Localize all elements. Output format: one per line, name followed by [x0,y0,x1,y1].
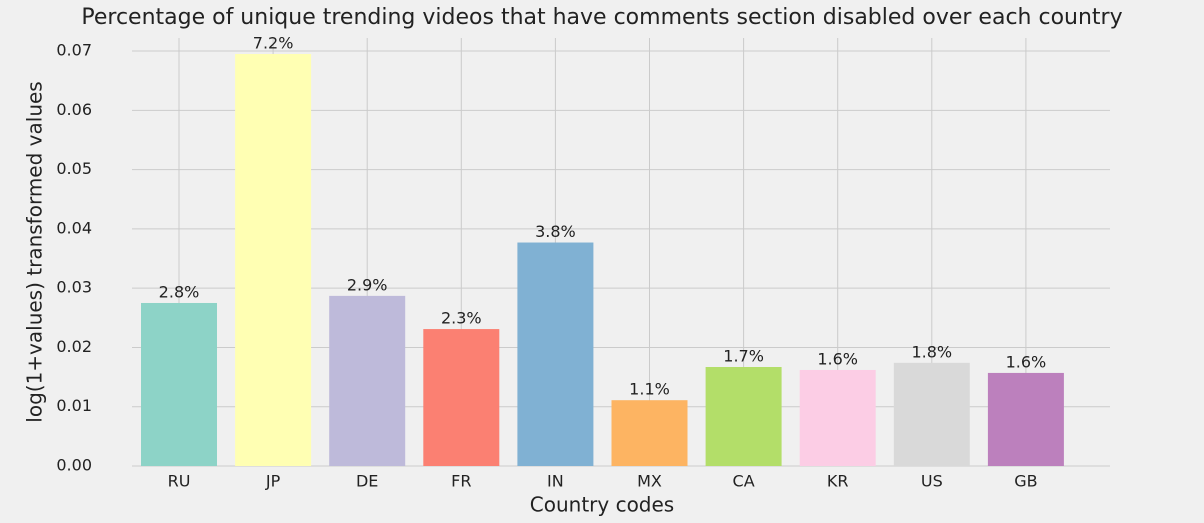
x-tick-label: GB [1014,472,1037,491]
y-axis-label: log(1+values) transformed values [23,81,47,422]
value-label: 1.7% [723,347,764,366]
value-label: 1.1% [629,380,670,399]
bar [141,302,217,466]
x-tick-label: RU [168,472,191,491]
value-label: 1.6% [1006,352,1047,371]
bar [987,372,1064,466]
bar [705,367,782,466]
bar [329,295,406,466]
value-label: 3.8% [535,222,576,241]
bar [517,242,594,466]
x-tick-label: US [921,472,943,491]
bar [611,400,688,466]
y-tick-label: 0.01 [56,396,92,415]
x-tick-label: KR [827,472,849,491]
x-axis-label: Country codes [530,493,674,517]
y-tick-label: 0.07 [56,41,92,60]
value-label: 1.8% [911,342,952,361]
chart-title: Percentage of unique trending videos tha… [81,5,1122,30]
x-tick-label: FR [451,472,471,491]
x-tick-label: CA [733,472,755,491]
bar [893,362,970,466]
y-tick-label: 0.04 [56,218,92,237]
value-label: 2.8% [159,282,200,301]
value-label: 1.6% [817,349,858,368]
value-label: 2.3% [441,309,482,328]
value-label: 7.2% [253,34,294,53]
y-tick-label: 0.00 [56,456,92,475]
x-tick-label: MX [637,472,662,491]
bar [799,369,876,466]
x-tick-label: IN [547,472,564,491]
y-tick-label: 0.06 [56,100,92,119]
y-tick-label: 0.05 [56,159,92,178]
value-label: 2.9% [347,275,388,294]
y-tick-label: 0.03 [56,278,92,297]
bars [141,54,1064,466]
x-tick-label: DE [356,472,378,491]
x-tick-label: JP [265,472,281,491]
bar [423,329,500,466]
bar [235,54,312,466]
y-tick-label: 0.02 [56,337,92,356]
